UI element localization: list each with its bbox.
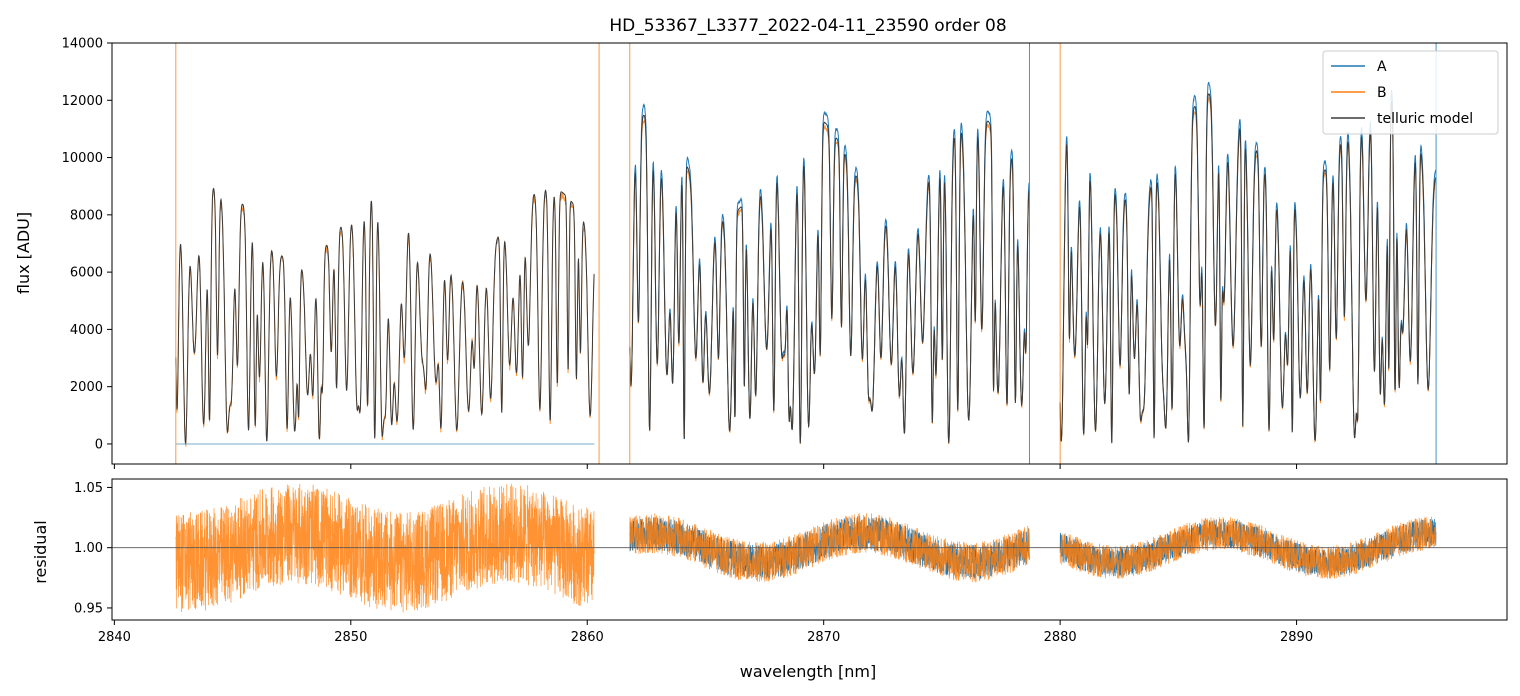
y-tick-label: 0 — [95, 437, 103, 452]
residual-x-axis: 2840 2850 2860 2870 2880 2890 — [98, 620, 1313, 645]
residual-y-axis-label: residual — [31, 520, 50, 583]
flux-panel: 0 2000 4000 6000 8000 10000 12000 14000 flux [A… — [14, 37, 1508, 469]
telluric-model-line — [629, 114, 1030, 444]
flux-x-axis — [113, 464, 1298, 469]
residual-b-line — [1059, 516, 1437, 579]
y-tick-label: 8000 — [70, 208, 103, 223]
y-tick-label: 1.05 — [74, 481, 103, 496]
residual-panel-frame — [111, 478, 1508, 621]
flux-y-axis: 0 2000 4000 6000 8000 10000 12000 14000 — [62, 37, 112, 452]
y-tick-label: 1.00 — [74, 541, 103, 556]
x-tick-label: 2870 — [807, 630, 840, 645]
residual-b-line — [175, 483, 595, 613]
legend-label: telluric model — [1377, 111, 1473, 127]
flux-y-axis-label: flux [ADU] — [14, 212, 33, 294]
telluric-model-line — [175, 187, 595, 444]
chart-title: HD_53367_L3377_2022-04-11_23590 order 08 — [609, 16, 1006, 36]
x-tick-label: 2890 — [1280, 630, 1313, 645]
flux-panel-frame — [111, 42, 1508, 465]
residual-y-axis: 0.95 1.00 1.05 — [74, 481, 112, 616]
y-tick-label: 10000 — [62, 151, 103, 166]
y-tick-label: 0.95 — [74, 601, 103, 616]
y-tick-label: 14000 — [62, 37, 103, 52]
legend-label: B — [1377, 85, 1387, 101]
residual-panel: 0.95 1.00 1.05 2840 2850 2860 2870 2880 2890 re… — [31, 478, 1508, 681]
y-tick-label: 4000 — [70, 323, 103, 338]
legend-label: A — [1377, 59, 1387, 75]
y-tick-label: 2000 — [70, 380, 103, 395]
x-tick-label: 2880 — [1044, 630, 1077, 645]
residual-plot-area — [112, 483, 1507, 613]
flux-plot-area — [175, 43, 1437, 464]
legend-box — [1322, 50, 1499, 135]
x-tick-label: 2860 — [571, 630, 604, 645]
y-tick-label: 6000 — [70, 266, 103, 281]
telluric-model-line — [1059, 93, 1437, 444]
x-axis-label: wavelength [nm] — [740, 662, 877, 681]
x-tick-label: 2840 — [98, 630, 131, 645]
y-tick-label: 12000 — [62, 94, 103, 109]
x-tick-label: 2850 — [334, 630, 367, 645]
residual-b-line — [629, 513, 1030, 584]
